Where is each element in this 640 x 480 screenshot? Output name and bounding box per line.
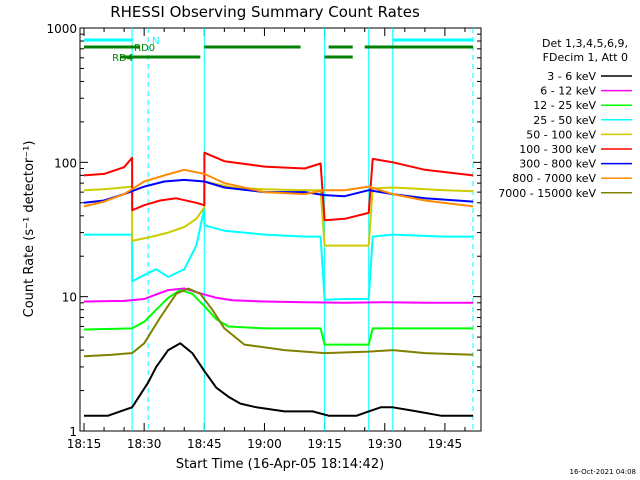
legend-entry-label: 100 - 300 keV	[519, 143, 596, 156]
legend-entry-label: 6 - 12 keV	[540, 85, 596, 98]
x-axis: 18:15 18:30 18:45 19:00 19:15 19:30 19:45	[67, 28, 466, 451]
series-line-2	[83, 287, 473, 304]
y-tick-label: 10	[62, 291, 77, 305]
flag-label: RD4	[112, 53, 133, 64]
series-line-7	[83, 178, 474, 204]
footer-timestamp: 16-Oct-2021 04:08	[570, 468, 636, 476]
x-tick-label: 18:30	[127, 437, 162, 451]
plot-frame	[79, 27, 482, 432]
y-tick-label: 1000	[46, 22, 77, 36]
legend-header-line-1: Det 1,3,4,5,6,9,	[542, 37, 628, 50]
y-tick-label: 1	[69, 425, 77, 439]
x-tick-label: 18:45	[187, 437, 222, 451]
x-tick-label: 19:15	[307, 437, 342, 451]
legend-entry-label: 12 - 25 keV	[533, 99, 596, 112]
x-tick-label: 19:45	[428, 437, 463, 451]
series-line-8	[83, 168, 474, 208]
y-tick-label: 100	[54, 156, 77, 170]
legend-entry-label: 3 - 6 keV	[547, 70, 596, 83]
y-axis: 1 10 100 1000	[46, 22, 481, 439]
legend: Det 1,3,4,5,6,9, FDecim 1, Att 0 3 - 6 k…	[498, 37, 632, 200]
legend-entry-label: 25 - 50 keV	[533, 114, 596, 127]
vertical-markers	[131, 28, 474, 431]
series-lines	[83, 151, 474, 417]
series-line-9	[83, 287, 474, 358]
series-line-1	[84, 342, 473, 417]
flag-label: N	[152, 36, 159, 47]
x-tick-label: 19:30	[367, 437, 402, 451]
series-line-4	[84, 207, 473, 301]
x-axis-label: Start Time (16-Apr-05 18:14:42)	[176, 457, 384, 472]
y-axis-label: Count Rate (s⁻¹ detector⁻¹)	[22, 141, 37, 318]
chart-title: RHESSI Observing Summary Count Rates	[110, 3, 420, 21]
legend-header-line-2: FDecim 1, Att 0	[543, 51, 628, 64]
legend-entry-label: 7000 - 15000 keV	[498, 187, 596, 200]
x-tick-label: 18:15	[67, 437, 102, 451]
flag-label: RD0	[134, 43, 155, 54]
series-line-6	[83, 151, 474, 222]
legend-entry-label: 50 - 100 keV	[526, 128, 596, 141]
legend-entry-label: 800 - 7000 keV	[512, 172, 596, 185]
legend-entry-label: 300 - 800 keV	[519, 158, 596, 171]
series-line-3	[83, 289, 473, 346]
x-tick-label: 19:00	[247, 437, 282, 451]
